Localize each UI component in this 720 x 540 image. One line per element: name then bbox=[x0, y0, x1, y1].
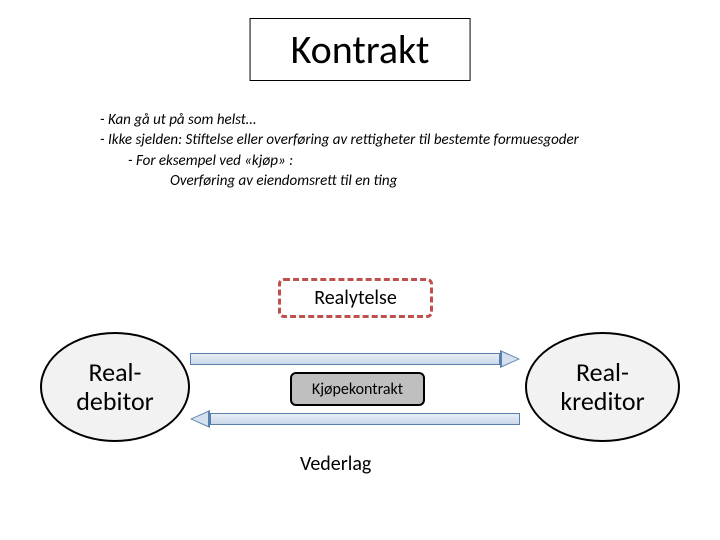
realkreditor-node: Real- kreditor bbox=[525, 332, 680, 442]
arrow-head-left-icon bbox=[190, 410, 210, 428]
title-box: Kontrakt bbox=[250, 18, 471, 81]
arrow-body bbox=[210, 413, 520, 425]
realytelse-box: Realytelse bbox=[278, 278, 433, 318]
kjopekontrakt-label: Kjøpekontrakt bbox=[312, 380, 403, 399]
title-text: Kontrakt bbox=[291, 25, 430, 74]
node-label: Real- kreditor bbox=[560, 358, 644, 415]
arrow-head-right-icon bbox=[500, 350, 520, 368]
node-label: Real- debitor bbox=[76, 358, 153, 415]
bullet-item: - Ikke sjelden: Stiftelse eller overføri… bbox=[100, 130, 690, 150]
bullet-item: Overføring av eiendomsrett til en ting bbox=[170, 171, 690, 191]
realdebitor-node: Real- debitor bbox=[40, 332, 190, 442]
arrow-body bbox=[190, 353, 500, 365]
contract-diagram: Real- debitor Real- kreditor Realytelse … bbox=[0, 260, 720, 520]
bullet-item: - For eksempel ved «kjøp» : bbox=[128, 151, 690, 171]
bullet-item: - Kan gå ut på som helst… bbox=[100, 110, 690, 130]
arrow-vederlag bbox=[190, 410, 520, 428]
realytelse-label: Realytelse bbox=[314, 286, 397, 310]
arrow-realytelse bbox=[190, 350, 520, 368]
bullet-list: - Kan gå ut på som helst… - Ikke sjelden… bbox=[100, 110, 690, 191]
vederlag-label: Vederlag bbox=[300, 452, 371, 476]
kjopekontrakt-box: Kjøpekontrakt bbox=[290, 372, 425, 406]
